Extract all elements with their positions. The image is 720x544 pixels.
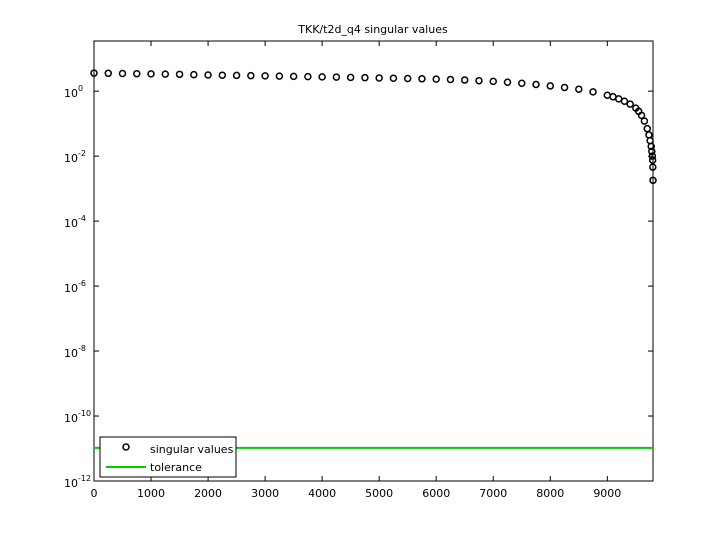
point	[204, 71, 212, 79]
point	[218, 71, 227, 79]
point	[190, 70, 198, 79]
point	[532, 80, 540, 89]
y-tick-label: 100	[64, 84, 83, 100]
point	[247, 71, 255, 80]
point	[637, 111, 646, 120]
y-tick-label: 10-10	[64, 409, 91, 425]
x-tick-label: 6000	[422, 487, 450, 500]
plot-box	[93, 40, 654, 482]
point	[389, 74, 398, 82]
point	[575, 85, 583, 93]
point	[546, 82, 555, 90]
point	[403, 74, 412, 83]
chart-title: TKK/t2d_q4 singular values	[297, 23, 448, 36]
point	[118, 69, 127, 78]
point	[648, 152, 657, 160]
point	[161, 70, 170, 78]
x-tick-label: 8000	[536, 487, 564, 500]
point	[318, 73, 326, 81]
y-tick-label: 10-8	[64, 344, 86, 360]
x-tick-label: 1000	[137, 487, 165, 500]
point	[560, 83, 569, 92]
y-tick-label: 10-6	[64, 279, 86, 295]
x-tick-label: 7000	[479, 487, 507, 500]
point	[261, 72, 269, 80]
x-tick-label: 0	[91, 487, 98, 500]
point	[649, 163, 657, 171]
point	[90, 69, 98, 77]
point	[518, 79, 526, 88]
point	[133, 69, 141, 78]
point	[446, 75, 455, 84]
point	[432, 75, 440, 83]
point	[640, 117, 649, 125]
point	[332, 73, 341, 81]
point	[589, 88, 597, 96]
point	[232, 71, 241, 80]
point	[647, 142, 655, 151]
point	[649, 176, 657, 185]
point	[275, 72, 284, 80]
legend-box	[99, 436, 237, 478]
point	[175, 70, 184, 79]
point	[304, 72, 312, 81]
legend-swatch	[122, 443, 130, 451]
point	[375, 74, 383, 82]
point	[626, 100, 634, 108]
x-tick-label: 4000	[308, 487, 336, 500]
y-tick-label: 10-12	[64, 474, 91, 490]
x-tick-label: 2000	[194, 487, 222, 500]
legend-label: tolerance	[150, 461, 202, 474]
point	[620, 97, 629, 105]
point	[503, 78, 512, 87]
point	[460, 76, 469, 84]
x-tick-label: 9000	[593, 487, 621, 500]
point	[418, 75, 426, 83]
point	[104, 69, 113, 78]
x-tick-label: 5000	[365, 487, 393, 500]
point	[346, 73, 355, 82]
point	[475, 76, 483, 85]
point	[648, 156, 657, 164]
point	[489, 77, 497, 86]
point	[648, 147, 656, 156]
y-tick-label: 10-2	[64, 149, 86, 165]
point	[361, 73, 369, 82]
y-tick-label: 10-4	[64, 214, 86, 230]
x-tick-label: 3000	[251, 487, 279, 500]
legend-label: singular values	[150, 443, 234, 456]
point	[147, 70, 155, 78]
point	[289, 72, 298, 81]
